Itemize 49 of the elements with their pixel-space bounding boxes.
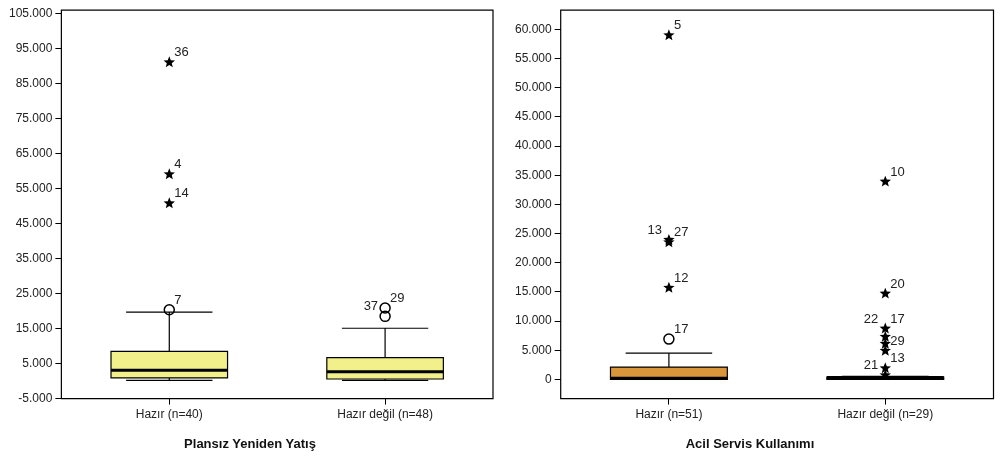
annotation: 29 [390,289,405,305]
x-tick-label: Hazır değil (n=29) [837,407,934,422]
y-tick-label: 65.000 [15,145,53,160]
annotation: 13 [890,350,905,366]
y-tick-label: 10.000 [515,313,553,328]
y-tick-label: 55.000 [515,50,553,65]
y-tick-label: 95.000 [15,41,53,55]
annotation: 12 [673,269,689,285]
annotation: 14 [174,185,189,201]
y-tick-label: 55.000 [15,180,53,195]
y-tick-label: 30.000 [515,196,553,211]
y-tick-label: -5.000 [18,390,53,405]
annotation: 36 [174,44,189,60]
annotation: 20 [890,275,905,291]
y-tick-label: 40.000 [515,138,553,153]
x-tick-label: Hazır değil (n=48) [337,407,433,422]
annotation: 4 [174,156,182,172]
annotation: 10 [890,163,905,179]
annotation: 22 [863,310,879,326]
y-tick-label: 50.000 [515,80,553,95]
x-tick-label: Hazır (n=40) [135,407,203,422]
y-tick-label: 35.000 [515,167,553,182]
annotation: 13 [647,221,662,237]
annotation: 17 [890,310,905,326]
y-tick-label: 60.000 [515,21,553,36]
y-tick-label: 0 [545,371,553,386]
y-tick-label: 15.000 [15,320,53,335]
y-tick-label: 45.000 [15,215,53,230]
x-axis-title: Plansız Yeniden Yatış [183,436,317,451]
annotation: 29 [890,332,905,348]
y-tick-label: 5.000 [521,342,553,357]
annotation: 5 [673,17,682,33]
x-axis-title: Acil Servis Kullanımı [684,436,816,451]
annotation: 7 [174,291,182,307]
y-tick-label: 35.000 [15,250,53,265]
annotation: 37 [363,298,379,314]
y-tick-label: 105.000 [8,6,53,21]
y-tick-label: 45.000 [515,109,553,124]
y-tick-label: 5.000 [22,355,53,370]
y-tick-label: 15.000 [515,284,553,299]
y-tick-label: 75.000 [15,110,53,125]
y-tick-label: 25.000 [515,225,553,240]
annotation: 17 [673,321,689,337]
y-tick-label: 25.000 [15,285,53,300]
y-tick-label: 20.000 [515,255,553,270]
annotation: 21 [863,357,879,373]
x-tick-label: Hazır (n=51) [635,407,703,422]
y-tick-label: 85.000 [15,75,53,90]
annotation: 27 [673,224,689,240]
